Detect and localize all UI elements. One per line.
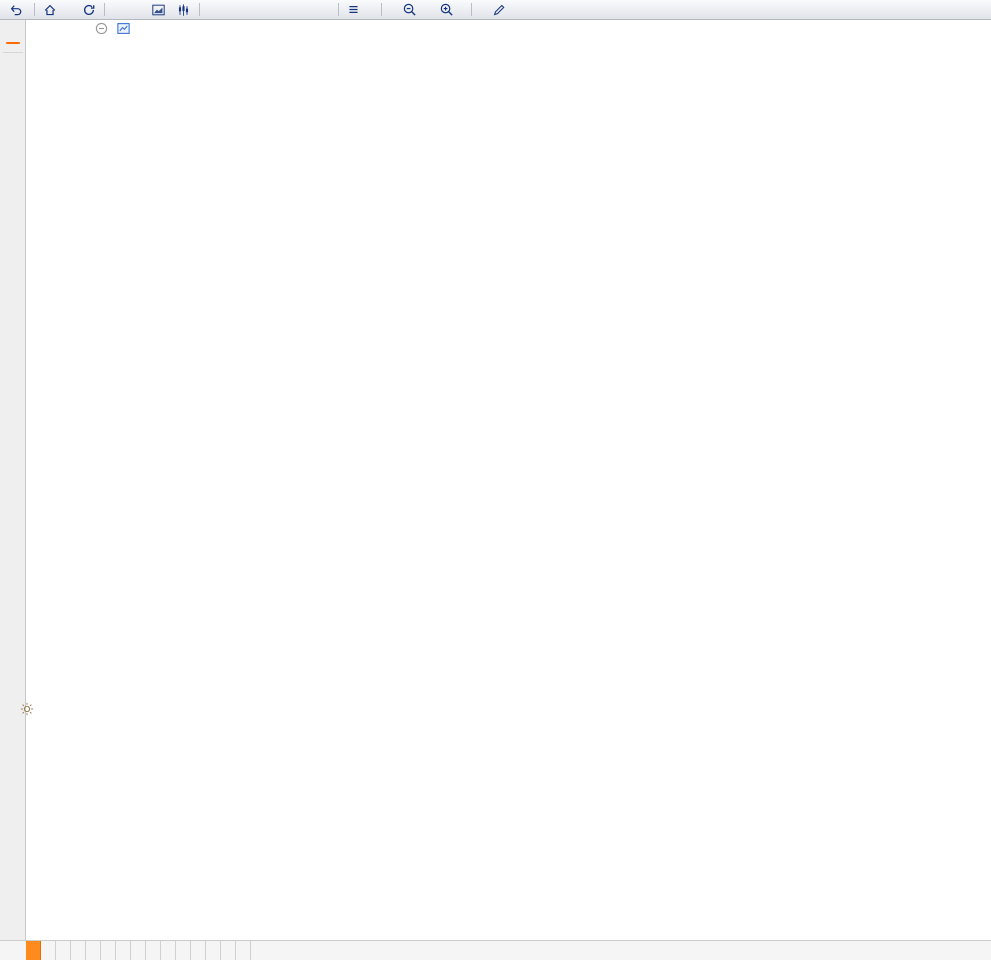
area-chart-icon xyxy=(152,4,165,15)
timeframe-week[interactable] xyxy=(305,0,315,20)
timeframe-5d[interactable] xyxy=(225,0,235,20)
tab-lwr[interactable] xyxy=(176,941,191,960)
sidebar-tab-kline[interactable] xyxy=(2,36,23,53)
tab-vol[interactable] xyxy=(116,941,131,960)
toolbar-separator xyxy=(381,3,382,16)
back-arrow-icon xyxy=(10,4,22,15)
panel-down-button[interactable] xyxy=(981,0,987,20)
tab-rsi[interactable] xyxy=(191,941,206,960)
top-toolbar xyxy=(0,0,991,20)
tab-kdj[interactable] xyxy=(161,941,176,960)
timeframe-day[interactable] xyxy=(295,0,305,20)
tab-boll[interactable] xyxy=(101,941,116,960)
timeframe-2h[interactable] xyxy=(275,0,285,20)
price-chart-svg[interactable] xyxy=(26,20,991,940)
tab-macd[interactable] xyxy=(86,941,101,960)
candle-chart-icon xyxy=(178,3,189,16)
home-icon xyxy=(44,4,56,15)
back-button[interactable] xyxy=(4,0,31,20)
menu-icon xyxy=(349,6,358,13)
main-chart-legend xyxy=(86,22,175,35)
toolbar-separator xyxy=(471,3,472,16)
more-button[interactable] xyxy=(342,0,368,20)
draw-tool-button[interactable] xyxy=(487,0,511,20)
timeframe-year[interactable] xyxy=(325,0,335,20)
timeframe-15[interactable] xyxy=(245,0,255,20)
candle-chart-button[interactable] xyxy=(171,0,196,20)
indicator-settings-button[interactable] xyxy=(20,701,34,720)
chart-area xyxy=(26,20,991,940)
timeframe-30[interactable] xyxy=(255,0,265,20)
collapse-legend-icon[interactable] xyxy=(95,22,108,35)
tab-psy[interactable] xyxy=(221,941,236,960)
timeframe-5[interactable] xyxy=(235,0,245,20)
tab-bias[interactable] xyxy=(131,941,146,960)
sun-icon xyxy=(20,702,34,716)
timeframe-month[interactable] xyxy=(315,0,325,20)
timeframe-tick[interactable] xyxy=(215,0,225,20)
indicator-tabbar xyxy=(0,940,991,960)
tab-ma[interactable] xyxy=(71,941,86,960)
formula-button[interactable] xyxy=(368,0,378,20)
indicator-tag-icon[interactable] xyxy=(117,22,130,35)
toolbar-separator xyxy=(34,3,35,16)
refresh-button[interactable] xyxy=(77,0,101,20)
tab-indicator[interactable] xyxy=(26,941,41,960)
tab-cr[interactable] xyxy=(206,941,221,960)
tab-vip-indicator[interactable] xyxy=(56,941,71,960)
zoom-in-icon xyxy=(440,3,453,16)
toolbar-separator xyxy=(104,3,105,16)
home-button[interactable] xyxy=(38,0,65,20)
zoom-in-button[interactable] xyxy=(434,0,459,20)
timeframe-4h[interactable] xyxy=(285,0,295,20)
timeframe-60[interactable] xyxy=(265,0,275,20)
tab-settings[interactable] xyxy=(236,941,251,960)
kline-k-badge xyxy=(5,42,20,44)
pencil-icon xyxy=(493,4,505,15)
zoom-out-button[interactable] xyxy=(397,0,422,20)
tab-template[interactable] xyxy=(41,941,56,960)
area-chart-button[interactable] xyxy=(146,0,171,20)
zoom-out-icon xyxy=(403,3,416,16)
left-sidebar xyxy=(0,20,26,940)
toolbar-separator xyxy=(199,3,200,16)
refresh-icon xyxy=(83,4,95,15)
tab-cci[interactable] xyxy=(146,941,161,960)
toolbar-separator xyxy=(338,3,339,16)
